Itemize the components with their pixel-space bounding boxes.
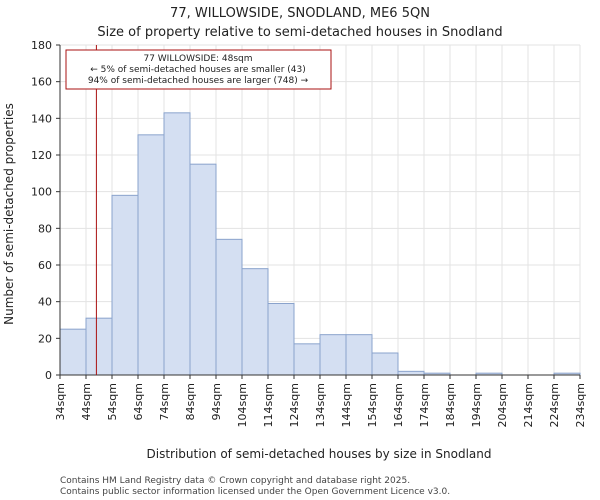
histogram-bar — [189, 163, 217, 376]
x-tick-label: 124sqm — [288, 383, 301, 427]
y-tick-label: 60 — [38, 259, 52, 272]
histogram-bar — [163, 112, 191, 376]
histogram-bar — [267, 303, 295, 376]
y-tick-label: 0 — [45, 369, 52, 382]
histogram-bar — [293, 343, 321, 376]
x-tick-label: 94sqm — [210, 383, 223, 420]
x-tick-label: 164sqm — [392, 383, 405, 427]
histogram-bar — [111, 194, 139, 376]
x-tick-label: 84sqm — [184, 383, 197, 420]
bars — [59, 112, 581, 376]
y-tick-label: 100 — [31, 186, 52, 199]
x-tick-label: 44sqm — [80, 383, 93, 420]
x-tick-label: 174sqm — [418, 383, 431, 427]
histogram-bar — [137, 134, 165, 376]
histogram-bar — [397, 370, 425, 376]
y-tick-label: 40 — [38, 296, 52, 309]
x-tick-label: 204sqm — [496, 383, 509, 427]
annotation-line-1: 77 WILLOWSIDE: 48sqm — [143, 54, 252, 64]
x-tick-label: 234sqm — [574, 383, 587, 427]
x-tick-label: 64sqm — [132, 383, 145, 420]
y-axis-ticks: 0 20 40 60 80 100 120 140 160 180 — [31, 39, 60, 382]
histogram-bar — [59, 328, 87, 376]
y-tick-label: 120 — [31, 149, 52, 162]
y-tick-label: 20 — [38, 332, 52, 345]
histogram-bar — [85, 317, 113, 376]
x-tick-label: 114sqm — [262, 383, 275, 427]
footer-line-2: Contains public sector information licen… — [60, 487, 450, 497]
x-axis-label: Distribution of semi-detached houses by … — [147, 447, 492, 461]
annotation-line-2: ← 5% of semi-detached houses are smaller… — [90, 65, 306, 75]
x-tick-label: 34sqm — [54, 383, 67, 420]
x-axis-ticks: 34sqm 44sqm 54sqm 64sqm 74sqm 84sqm 94sqm 104sq… — [54, 375, 587, 427]
x-tick-label: 74sqm — [158, 383, 171, 420]
histogram-bar — [215, 238, 243, 376]
footer-line-1: Contains HM Land Registry data © Crown c… — [60, 476, 410, 486]
x-tick-label: 224sqm — [548, 383, 561, 427]
histogram-bar — [319, 334, 347, 376]
annotation-box: 77 WILLOWSIDE: 48sqm ← 5% of semi-detach… — [65, 49, 332, 90]
x-tick-label: 54sqm — [106, 383, 119, 420]
histogram-bar — [371, 352, 399, 376]
chart-title: 77, WILLOWSIDE, SNODLAND, ME6 5QN — [170, 6, 430, 21]
y-tick-label: 80 — [38, 222, 52, 235]
annotation-frame — [65, 49, 332, 90]
histogram-bar — [345, 334, 373, 376]
y-tick-label: 160 — [31, 76, 52, 89]
x-tick-label: 134sqm — [314, 383, 327, 427]
annotation-line-3: 94% of semi-detached houses are larger (… — [88, 76, 309, 86]
chart-subtitle: Size of property relative to semi-detach… — [97, 25, 502, 40]
y-tick-label: 140 — [31, 112, 52, 125]
histogram-bar — [241, 268, 269, 376]
x-tick-label: 184sqm — [444, 383, 457, 427]
y-tick-label: 180 — [31, 39, 52, 52]
x-tick-label: 214sqm — [522, 383, 535, 427]
x-tick-label: 194sqm — [470, 383, 483, 427]
y-axis-label: Number of semi-detached properties — [2, 103, 16, 325]
x-tick-label: 144sqm — [340, 383, 353, 427]
x-tick-label: 154sqm — [366, 383, 379, 427]
x-tick-label: 104sqm — [236, 383, 249, 427]
